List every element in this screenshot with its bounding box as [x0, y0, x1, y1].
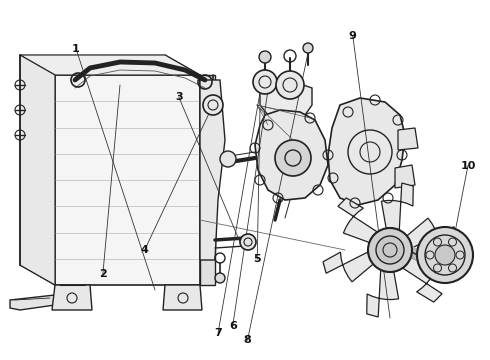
Polygon shape: [403, 257, 442, 302]
Text: 8: 8: [244, 335, 251, 345]
Polygon shape: [328, 98, 405, 205]
Polygon shape: [381, 183, 413, 230]
Text: 2: 2: [99, 269, 107, 279]
Polygon shape: [52, 285, 92, 310]
Circle shape: [215, 273, 225, 283]
Text: 9: 9: [349, 31, 357, 41]
Text: 10: 10: [460, 161, 476, 171]
Polygon shape: [260, 82, 312, 118]
Circle shape: [276, 71, 304, 99]
Polygon shape: [338, 198, 377, 243]
Circle shape: [220, 151, 236, 167]
Polygon shape: [55, 75, 200, 285]
Circle shape: [417, 227, 473, 283]
Text: 1: 1: [72, 44, 80, 54]
Polygon shape: [323, 252, 373, 282]
Text: 7: 7: [214, 328, 222, 338]
Text: 4: 4: [141, 245, 148, 255]
Polygon shape: [255, 110, 328, 200]
Circle shape: [259, 51, 271, 63]
Polygon shape: [395, 165, 415, 188]
Circle shape: [303, 43, 313, 53]
Polygon shape: [200, 75, 215, 285]
Polygon shape: [398, 128, 418, 150]
Text: 3: 3: [175, 92, 183, 102]
Polygon shape: [163, 285, 202, 310]
Text: 5: 5: [253, 254, 261, 264]
Polygon shape: [10, 295, 55, 310]
Circle shape: [435, 245, 455, 265]
Polygon shape: [20, 55, 200, 75]
Polygon shape: [407, 218, 457, 248]
Circle shape: [253, 70, 277, 94]
Polygon shape: [200, 80, 225, 260]
Circle shape: [368, 228, 412, 272]
Circle shape: [203, 95, 223, 115]
Circle shape: [376, 236, 404, 264]
Polygon shape: [367, 270, 398, 317]
Polygon shape: [20, 55, 55, 285]
Circle shape: [275, 140, 311, 176]
Circle shape: [240, 234, 256, 250]
Text: 6: 6: [229, 321, 237, 331]
